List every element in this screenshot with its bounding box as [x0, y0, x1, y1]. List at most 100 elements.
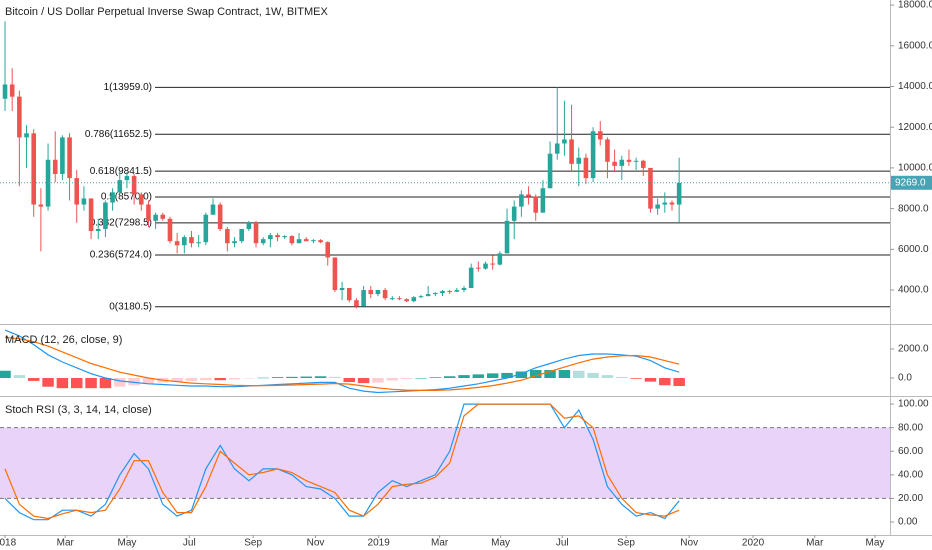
candle-body [131, 176, 137, 195]
candle-body [382, 290, 388, 299]
candle-body [540, 188, 546, 213]
candle-body [74, 178, 80, 205]
histogram-bar [128, 378, 140, 386]
histogram-bar [185, 378, 198, 381]
candle-body [626, 159, 632, 162]
last-price-label: 9269.0 [895, 177, 926, 188]
histogram-bar [314, 376, 327, 379]
candle-body [605, 139, 610, 162]
candle-body [526, 194, 531, 197]
histogram-bar [114, 378, 126, 387]
histogram-bar [214, 378, 226, 381]
candle-body [117, 180, 123, 193]
stoch-band [0, 427, 890, 499]
candle-body [669, 202, 675, 205]
y-tick-label: 2000.0 [898, 344, 929, 355]
candle-body [411, 297, 417, 302]
candle-body [354, 300, 359, 307]
candle-body [361, 290, 366, 307]
histogram-bar [0, 370, 11, 379]
histogram-bar [443, 376, 456, 379]
candle-body [311, 240, 316, 242]
histogram-bar [573, 370, 585, 379]
histogram-bar [400, 378, 413, 380]
x-tick-label: Nov [307, 538, 325, 549]
x-tick-label: May [117, 538, 136, 549]
histogram-bar [515, 371, 528, 379]
candle-body [433, 293, 438, 295]
x-tick-label: Jul [183, 538, 196, 549]
indicator-line [4, 329, 680, 394]
candle-body [31, 133, 37, 205]
histogram-bar [673, 378, 685, 386]
fib-label: 0.5(8570.0) [101, 192, 152, 203]
candle-body [648, 167, 653, 209]
candle-body [468, 267, 474, 288]
histogram-bar [142, 378, 155, 384]
candle-body [174, 241, 180, 246]
histogram-bar [300, 376, 312, 379]
candle-body [95, 228, 101, 232]
histogram-bar [544, 370, 556, 379]
histogram-bar [243, 378, 255, 379]
candle-body [268, 235, 273, 240]
y-tick-label: 16000.0 [898, 40, 932, 51]
candle-body [52, 159, 58, 175]
x-tick-label: 2019 [368, 538, 391, 549]
candle-body [497, 253, 503, 265]
x-tick-label: 2020 [742, 538, 765, 549]
histogram-bar [357, 378, 370, 384]
histogram-bar [616, 376, 628, 379]
y-tick-label: 80.00 [898, 422, 923, 433]
chart-title: Bitcoin / US Dollar Perpetual Inverse Sw… [5, 6, 328, 18]
candle-body [81, 198, 87, 205]
candle-body [590, 131, 596, 179]
histogram-bar [56, 378, 69, 389]
candle-body [253, 222, 259, 244]
histogram-bar [286, 376, 298, 379]
candle-body [418, 296, 424, 298]
histogram-bar [529, 370, 542, 379]
candle-body [461, 287, 467, 291]
macd-title: MACD (12, 26, close, 9) [5, 334, 122, 346]
y-tick-label: 10000.0 [898, 163, 932, 174]
candle-body [67, 137, 72, 179]
stoch-pane: 0.00 20.00 40.00 60.00 80.00 100.00 [0, 399, 929, 528]
y-tick-label: 8000.0 [898, 203, 929, 214]
candle-body [217, 204, 223, 229]
histogram-bar [429, 377, 442, 379]
candle-body [275, 235, 280, 238]
histogram-bar [271, 377, 284, 379]
last-price-box [891, 175, 932, 190]
x-tick-label: Sep [617, 538, 635, 549]
histogram-bar [171, 378, 183, 382]
candle-body [146, 204, 151, 221]
y-tick-label: 60.00 [898, 446, 923, 457]
fib-label: 0.236(5724.0) [90, 250, 152, 261]
histogram-bar [659, 378, 671, 386]
candle-body [88, 198, 94, 232]
histogram-bar [42, 378, 54, 387]
histogram-bar [329, 376, 341, 379]
candle-body [282, 236, 288, 238]
histogram-bar [630, 378, 642, 379]
candle-body [662, 202, 668, 205]
candle-body [597, 131, 603, 140]
candle-body [562, 139, 567, 144]
candle-body [389, 298, 395, 300]
histogram-bar [13, 375, 26, 379]
y-tick-label: 4000.0 [898, 285, 929, 296]
histogram-bar [343, 378, 355, 383]
y-tick-label: 100.00 [898, 399, 929, 410]
histogram-bar [200, 378, 212, 381]
candle-body [232, 241, 237, 244]
candle-body [554, 143, 560, 154]
candle-body [454, 290, 460, 292]
candle-body [60, 137, 65, 175]
indicator-line [4, 403, 680, 520]
x-tick-label: Jul [556, 538, 569, 549]
candle-body [167, 218, 173, 242]
candle-body [289, 236, 295, 244]
candle-body [38, 204, 44, 207]
candle-body [619, 159, 625, 166]
